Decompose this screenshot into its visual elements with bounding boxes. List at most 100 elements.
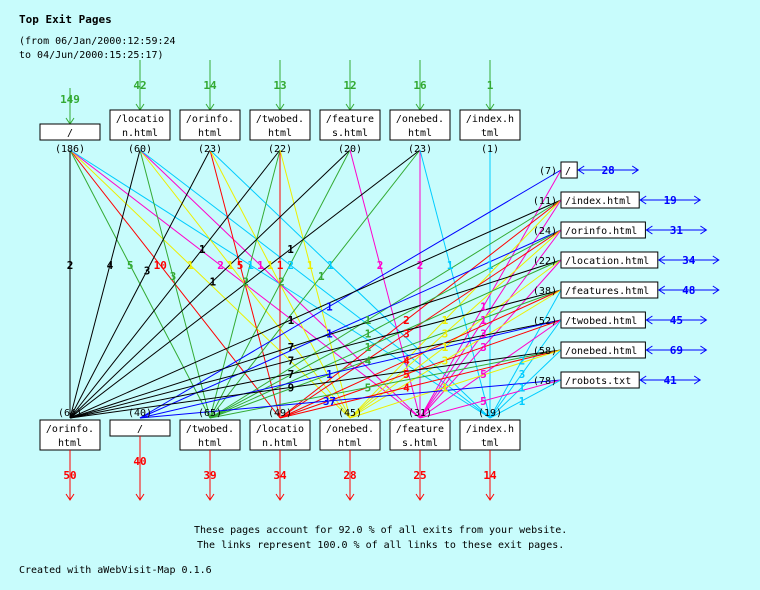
link-line	[279, 349, 562, 419]
bottom-page-count: (40)	[128, 408, 152, 419]
link-count: 1	[267, 259, 274, 272]
arrow-head-icon	[275, 493, 285, 501]
side-count: 48	[682, 284, 695, 297]
link-count: 1	[209, 275, 216, 288]
link-lines	[69, 149, 562, 419]
top-page-label: /onebed.	[396, 114, 444, 125]
right-page-count: (58)	[533, 346, 557, 357]
link-line	[69, 149, 421, 419]
top-page-box	[389, 109, 451, 141]
right-page-label: /	[565, 166, 571, 177]
entry-count: 16	[413, 79, 427, 92]
bottom-page-count: (45)	[338, 408, 362, 419]
link-line	[419, 319, 562, 419]
top-page-label: html	[198, 128, 222, 139]
link-line	[209, 149, 421, 419]
link-line	[209, 149, 491, 419]
exit-count: 28	[343, 469, 356, 482]
arrow-head-icon	[65, 493, 75, 501]
bottom-page-label: html	[198, 438, 222, 449]
arrow-head-icon	[639, 195, 647, 205]
arrow-head-icon	[577, 165, 585, 175]
link-count: 1	[326, 327, 333, 340]
right-page-box	[560, 251, 659, 269]
link-count: 4	[107, 259, 114, 272]
link-line	[419, 199, 562, 419]
link-count: 1	[187, 259, 194, 272]
right-page-box	[560, 191, 640, 209]
arrow-head-icon	[693, 375, 702, 385]
link-count: 1	[288, 314, 295, 327]
link-count: 3	[480, 341, 487, 354]
bottom-page-label: /index.h	[466, 424, 514, 435]
bottom-page-label: /twobed.	[186, 424, 234, 435]
credit-text: Created with aWebVisit-Map 0.1.6	[19, 565, 212, 576]
link-count: 3	[442, 354, 449, 367]
link-count: 1	[519, 395, 526, 408]
bottom-page-box	[179, 419, 241, 451]
exit-count: 39	[203, 469, 216, 482]
link-line	[69, 149, 141, 419]
link-diagram: 149/(186)42/location.html(60)14/orinfo.h…	[39, 60, 720, 501]
link-line	[209, 149, 351, 419]
bottom-page-label: /feature	[396, 424, 444, 435]
entry-count: 13	[273, 79, 286, 92]
link-count: 1	[365, 341, 372, 354]
link-count: 1	[326, 368, 333, 381]
entry-count: 12	[343, 79, 356, 92]
right-page-box	[560, 371, 640, 389]
link-count: 1	[318, 270, 325, 283]
link-line	[279, 229, 562, 419]
right-page-box	[560, 221, 646, 239]
link-count: 1	[365, 314, 372, 327]
link-line	[419, 169, 562, 419]
arrow-head-icon	[657, 285, 666, 295]
right-page-count: (38)	[533, 286, 557, 297]
top-page-label: /	[67, 128, 73, 139]
link-count: 7	[288, 354, 295, 367]
link-count: 1	[327, 259, 334, 272]
top-page-label: /feature	[326, 114, 374, 125]
link-line	[209, 199, 562, 419]
bottom-page-label: html	[58, 438, 82, 449]
exit-count: 50	[63, 469, 76, 482]
link-count: 1	[326, 300, 333, 313]
side-count: 28	[602, 164, 615, 177]
arrow-head-icon	[700, 315, 708, 325]
link-count: 1	[519, 381, 526, 394]
link-line	[349, 259, 562, 419]
side-count: 31	[670, 224, 684, 237]
top-page-box	[459, 109, 521, 141]
right-page-label: /twobed.html	[565, 316, 637, 327]
arrow-head-icon	[645, 315, 653, 325]
link-count: 2	[67, 259, 74, 272]
top-page-count: (23)	[408, 144, 432, 155]
top-page-box	[249, 109, 311, 141]
link-line	[69, 259, 562, 419]
link-line	[489, 289, 562, 419]
top-page-label: n.html	[122, 128, 158, 139]
link-line	[69, 149, 211, 419]
entry-count: 1	[487, 79, 494, 92]
link-line	[69, 289, 562, 419]
arrow-head-icon	[415, 493, 425, 501]
link-count: 1	[447, 259, 454, 272]
top-page-label: /locatio	[116, 114, 164, 125]
link-count: 1	[199, 243, 206, 256]
link-line	[419, 259, 562, 419]
link-count: 1	[365, 327, 372, 340]
link-count: 1	[227, 259, 234, 272]
bottom-page-label: n.html	[262, 438, 298, 449]
arrow-head-icon	[700, 345, 708, 355]
entry-count: 14	[203, 79, 217, 92]
side-count: 45	[670, 314, 683, 327]
link-count: 2	[287, 259, 294, 272]
bottom-page-count: (49)	[268, 408, 292, 419]
link-count: 5	[480, 395, 487, 408]
top-page-box	[39, 123, 101, 141]
link-count: 2	[519, 354, 526, 367]
link-count: 1	[287, 243, 294, 256]
link-count: 1	[480, 300, 487, 313]
link-line	[69, 319, 562, 419]
bottom-page-count: (19)	[478, 408, 502, 419]
